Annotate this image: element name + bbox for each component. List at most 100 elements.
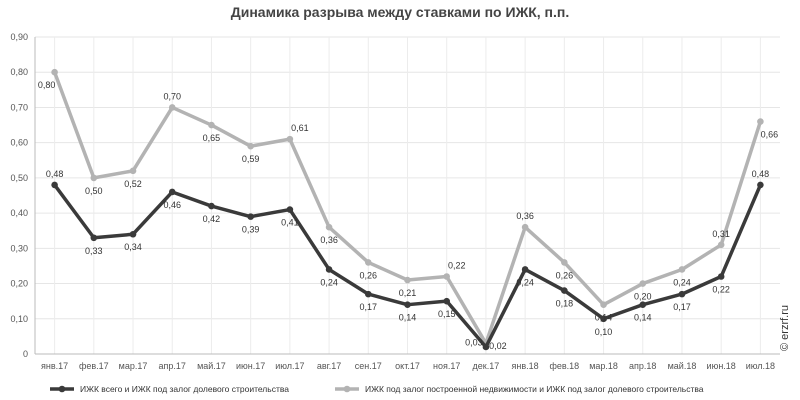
- x-tick-label: апр.17: [159, 361, 186, 371]
- data-label: 0,80: [38, 80, 56, 90]
- x-tick-label: окт.17: [395, 361, 420, 371]
- data-label: 0,48: [752, 169, 770, 179]
- data-point: [208, 202, 215, 210]
- data-point: [521, 266, 529, 273]
- data-label: 0,26: [360, 270, 378, 280]
- data-point: [364, 259, 372, 266]
- data-label: 0,10: [595, 327, 613, 337]
- y-tick-label: 0,40: [10, 208, 28, 218]
- data-label: 0,18: [556, 299, 574, 309]
- y-tick-label: 0,60: [10, 138, 28, 148]
- data-point: [286, 135, 294, 143]
- data-label: 0,20: [634, 292, 652, 302]
- legend-label: ИЖК всего и ИЖК под залог долевого строи…: [80, 384, 289, 394]
- x-tick-label: ноя.17: [433, 361, 460, 371]
- data-label: 0,31: [712, 229, 730, 239]
- x-tick-label: мар.18: [589, 361, 618, 371]
- data-label: 0,24: [673, 277, 691, 287]
- legend-marker: [58, 385, 66, 393]
- x-tick-label: июн.17: [236, 361, 265, 371]
- data-label: 0,03: [465, 337, 483, 347]
- x-tick-label: апр.18: [629, 361, 656, 371]
- data-point: [129, 230, 137, 238]
- data-point: [208, 121, 215, 129]
- x-tick-label: авг.17: [317, 361, 341, 371]
- watermark-text: © erzrf.ru: [779, 305, 791, 351]
- data-label: 0,02: [489, 341, 507, 351]
- data-point: [90, 234, 98, 242]
- data-point: [168, 104, 176, 111]
- x-tick-label: май.17: [197, 361, 226, 371]
- data-label: 0,59: [242, 154, 260, 164]
- legend: ИЖК всего и ИЖК под залог долевого строи…: [50, 384, 704, 394]
- data-point: [247, 213, 254, 220]
- y-tick-label: 0,90: [10, 32, 28, 42]
- y-tick-label: 0,10: [10, 314, 28, 324]
- data-point: [129, 167, 137, 175]
- y-tick-label: 0,80: [10, 67, 28, 77]
- data-point: [443, 297, 451, 305]
- data-label: 0,70: [163, 91, 181, 101]
- grid: [35, 36, 780, 355]
- data-label: 0,22: [448, 261, 466, 271]
- data-point: [639, 301, 647, 308]
- data-point: [286, 206, 294, 213]
- data-label: 0,14: [634, 313, 652, 323]
- data-label: 0,48: [46, 169, 64, 179]
- data-label: 0,17: [673, 302, 691, 312]
- y-tick-label: 0,30: [10, 243, 28, 253]
- series-layer: [51, 68, 764, 351]
- x-tick-label: янв.18: [512, 361, 539, 371]
- x-tick-label: июл.17: [275, 361, 304, 371]
- data-label: 0,61: [291, 123, 309, 133]
- data-point: [364, 290, 372, 298]
- data-point: [325, 266, 333, 273]
- data-label: 0,22: [712, 285, 730, 295]
- y-tick-label: 0,20: [10, 279, 28, 289]
- data-point: [168, 188, 176, 196]
- data-label: 0,14: [595, 313, 613, 323]
- data-point: [482, 343, 490, 351]
- data-label: 0,65: [203, 133, 221, 143]
- data-label: 0,42: [203, 214, 221, 224]
- x-axis: янв.17 фев.17 мар.17 апр.17 май.17 июн.17 июл.…: [35, 353, 780, 371]
- y-tick-label: 0: [23, 349, 28, 359]
- data-point: [404, 276, 411, 284]
- watermark: © erzrf.ru: [779, 300, 798, 360]
- data-point: [717, 241, 725, 249]
- data-point: [639, 280, 647, 287]
- data-label: 0,34: [124, 242, 142, 252]
- y-axis: 0 0,10 0,20 0,30 0,40 0,50 0,60 0,70 0,80 0,90: [10, 32, 36, 359]
- data-label: 0,66: [761, 130, 779, 140]
- data-point: [325, 223, 333, 231]
- data-point: [51, 68, 58, 76]
- data-point: [561, 259, 568, 266]
- chart-title: Динамика разрыва между ставками по ИЖК, …: [230, 4, 570, 20]
- x-tick-label: май.18: [668, 361, 697, 371]
- data-label: 0,26: [556, 270, 574, 280]
- data-label: 0,21: [399, 288, 417, 298]
- data-label: 0,17: [360, 302, 378, 312]
- data-point: [757, 118, 764, 125]
- data-point: [757, 181, 764, 189]
- x-tick-label: сен.17: [355, 361, 382, 371]
- data-label: 0,46: [163, 200, 181, 210]
- x-tick-label: фев.17: [79, 361, 109, 371]
- data-label: 0,24: [320, 277, 338, 287]
- data-point: [443, 273, 451, 280]
- data-label: 0,24: [516, 277, 534, 287]
- data-label: 0,39: [242, 225, 260, 235]
- data-point: [678, 266, 686, 273]
- y-tick-label: 0,70: [10, 102, 28, 112]
- data-point: [678, 290, 686, 298]
- data-label: 0,41: [281, 218, 299, 228]
- data-point: [404, 301, 411, 308]
- legend-label: ИЖК под залог построенной недвижимости и…: [365, 384, 704, 394]
- data-point: [600, 301, 607, 308]
- x-tick-label: июл.18: [746, 361, 775, 371]
- data-point: [51, 181, 58, 189]
- data-label: 0,36: [320, 235, 338, 245]
- data-label: 0,52: [124, 179, 142, 189]
- x-tick-label: фев.18: [549, 361, 579, 371]
